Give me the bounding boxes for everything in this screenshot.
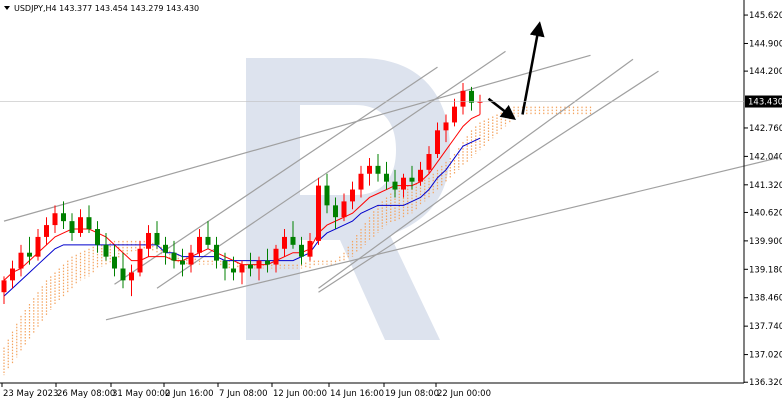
forecast-down-arrow — [487, 97, 516, 121]
candle-body — [180, 260, 185, 265]
x-tick-label: 12 Jun 00:00 — [273, 389, 327, 399]
trendline-outer-lower — [105, 157, 778, 321]
candle-body — [78, 217, 83, 233]
candle-body — [443, 122, 449, 131]
forecast-up-arrow — [521, 21, 545, 115]
candle-body — [375, 165, 381, 174]
candle-body — [299, 244, 304, 257]
candle-body — [256, 260, 262, 269]
candle-body — [137, 248, 143, 273]
candle-body — [27, 252, 32, 257]
chart-title-group: USDJPY,H4 143.377 143.454 143.279 143.43… — [4, 4, 199, 13]
candle-body — [384, 173, 389, 182]
candle-body — [307, 240, 313, 257]
candle-body — [316, 185, 321, 241]
trendline-channel-line-1 — [114, 66, 438, 285]
chart-title: USDJPY,H4 143.377 143.454 143.279 143.43… — [14, 4, 199, 13]
candle-body — [44, 225, 49, 237]
y-tick-label: 141.320 — [749, 181, 782, 191]
x-tick-label: 31 May 00:00 — [112, 389, 170, 399]
candle-body — [154, 232, 160, 245]
current-price-label: 143.430 — [748, 98, 782, 108]
y-tick-label: 138.460 — [749, 294, 782, 304]
candle-body — [452, 106, 457, 123]
trendline-channel-line-4 — [318, 70, 659, 293]
candle-body — [231, 268, 236, 273]
candle-body — [460, 90, 466, 107]
candle-body — [248, 264, 253, 269]
dropdown-triangle-icon[interactable] — [4, 6, 10, 10]
candle-body — [358, 173, 364, 190]
candle-body — [1, 280, 7, 293]
x-tick-label: 23 May 2023 — [3, 389, 58, 399]
candle-body — [214, 244, 219, 261]
candle-body — [103, 244, 109, 257]
candle-body — [239, 264, 245, 273]
y-tick-label: 142.040 — [749, 152, 782, 162]
x-tick-label: 19 Jun 08:00 — [385, 389, 439, 399]
candle-body — [341, 201, 347, 218]
candle-body — [129, 272, 134, 281]
x-tick-label: 7 Jun 08:00 — [219, 389, 268, 399]
trendline-channel-line-3 — [318, 58, 634, 289]
candle-body — [205, 236, 211, 245]
trendline-outer-upper — [3, 54, 591, 222]
candle-body — [69, 221, 75, 233]
candle-body — [86, 217, 92, 230]
candle-body — [146, 232, 151, 249]
candle-body — [469, 90, 474, 103]
candle-body — [426, 154, 432, 170]
x-tick-label: 14 Jun 16:00 — [330, 389, 384, 399]
y-tick-label: 140.620 — [749, 208, 782, 218]
candle-body — [435, 130, 440, 155]
current-price-box — [745, 95, 782, 108]
candle-body — [171, 252, 177, 261]
candle-body — [409, 177, 415, 182]
candle-body — [35, 236, 41, 257]
watermark-logo — [246, 58, 450, 340]
candle-body — [163, 244, 168, 253]
candle-body — [120, 268, 126, 281]
y-tick-label: 144.900 — [749, 39, 782, 49]
x-tick-label: 2 Jun 16:00 — [165, 389, 214, 399]
candle-body — [367, 165, 372, 174]
candle-body — [290, 236, 296, 245]
candle-body — [392, 181, 398, 190]
candle-body — [477, 101, 483, 103]
candle-body — [61, 213, 66, 222]
candle-body — [401, 177, 406, 190]
candle-body — [18, 252, 24, 269]
x-tick-label: 26 May 08:00 — [57, 389, 115, 399]
candle-body — [188, 252, 194, 265]
candle-body — [265, 260, 270, 265]
y-tick-label: 139.900 — [749, 237, 782, 247]
candle-body — [112, 256, 117, 269]
y-tick-label: 139.180 — [749, 265, 782, 275]
candle-body — [273, 248, 279, 265]
y-tick-label: 137.020 — [749, 351, 782, 361]
candle-body — [52, 213, 58, 226]
candlesticks — [1, 82, 483, 305]
y-tick-label: 136.320 — [749, 378, 782, 388]
candle-body — [418, 169, 423, 182]
candle-body — [10, 268, 15, 281]
candle-body — [350, 189, 355, 202]
y-tick-label: 145.620 — [749, 11, 782, 21]
candle-body — [222, 260, 228, 269]
y-tick-label: 137.740 — [749, 322, 782, 332]
candle-body — [324, 185, 330, 206]
x-tick-label: 22 Jun 00:00 — [437, 389, 491, 399]
ichimoku-cloud — [3, 106, 592, 376]
candle-body — [95, 229, 100, 245]
watermark — [246, 58, 450, 340]
candle-body — [333, 205, 338, 218]
y-tick-label: 144.200 — [749, 67, 782, 77]
candle-body — [282, 236, 287, 249]
y-tick-label: 142.760 — [749, 124, 782, 134]
forecast-arrows — [487, 21, 545, 121]
candle-body — [197, 236, 202, 253]
